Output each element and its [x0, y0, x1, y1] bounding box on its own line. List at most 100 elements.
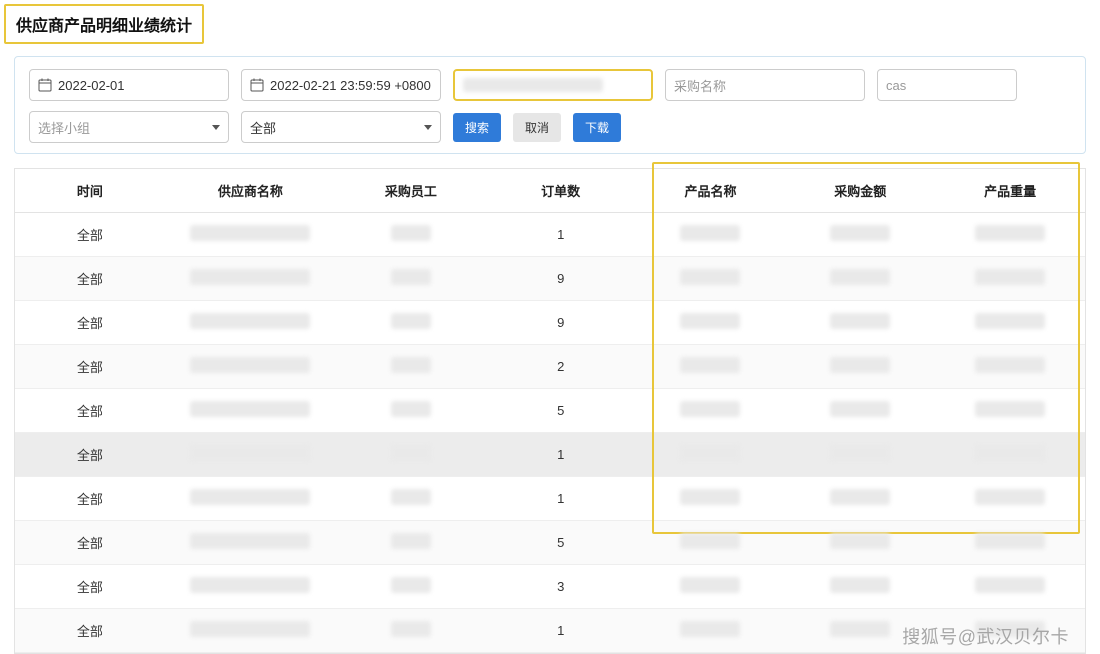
cell-orders: 5 [486, 389, 636, 433]
col-supplier: 供应商名称 [165, 169, 336, 213]
download-button[interactable]: 下载 [573, 113, 621, 142]
col-weight: 产品重量 [935, 169, 1085, 213]
all-label: 全部 [250, 118, 418, 137]
cell-product [636, 257, 786, 301]
page-title: 供应商产品明细业绩统计 [16, 12, 192, 36]
cell-weight [935, 433, 1085, 477]
cell-time: 全部 [15, 345, 165, 389]
cell-product [636, 213, 786, 257]
cell-amount [785, 213, 935, 257]
cell-supplier [165, 433, 336, 477]
cell-amount [785, 301, 935, 345]
table-row[interactable]: 全部 5 [15, 521, 1085, 565]
cas-input[interactable]: cas [877, 69, 1017, 101]
end-date-input[interactable]: 2022-02-21 23:59:59 +0800 [241, 69, 441, 101]
table-row[interactable]: 全部 2 [15, 345, 1085, 389]
cell-product [636, 433, 786, 477]
cell-orders: 1 [486, 213, 636, 257]
purchase-name-input[interactable]: 采购名称 [665, 69, 865, 101]
table-row[interactable]: 全部 1 [15, 477, 1085, 521]
page-title-box: 供应商产品明细业绩统计 [4, 4, 204, 44]
table-row[interactable]: 全部3 [15, 565, 1085, 609]
cell-employee [336, 345, 486, 389]
cell-amount [785, 345, 935, 389]
cell-employee [336, 565, 486, 609]
cell-product [636, 609, 786, 653]
cell-supplier [165, 521, 336, 565]
start-date-input[interactable]: 2022-02-01 [29, 69, 229, 101]
col-product: 产品名称 [636, 169, 786, 213]
cell-supplier [165, 301, 336, 345]
cell-product [636, 345, 786, 389]
col-time: 时间 [15, 169, 165, 213]
chevron-down-icon [212, 125, 220, 130]
cell-orders: 2 [486, 345, 636, 389]
cell-weight [935, 345, 1085, 389]
cell-product [636, 565, 786, 609]
cell-employee [336, 433, 486, 477]
cell-orders: 9 [486, 301, 636, 345]
col-orders: 订单数 [486, 169, 636, 213]
cell-employee [336, 609, 486, 653]
filter-panel: 2022-02-01 2022-02-21 23:59:59 +0800 采购名… [14, 56, 1086, 154]
cell-time: 全部 [15, 301, 165, 345]
start-date-value: 2022-02-01 [58, 78, 220, 93]
cell-amount [785, 477, 935, 521]
cell-orders: 3 [486, 565, 636, 609]
cell-orders: 9 [486, 257, 636, 301]
cell-supplier [165, 213, 336, 257]
cell-amount [785, 389, 935, 433]
cell-time: 全部 [15, 521, 165, 565]
cell-product [636, 389, 786, 433]
cell-amount [785, 257, 935, 301]
supplier-input[interactable] [453, 69, 653, 101]
cell-weight [935, 257, 1085, 301]
cell-orders: 5 [486, 521, 636, 565]
cell-time: 全部 [15, 257, 165, 301]
cell-supplier [165, 477, 336, 521]
cell-product [636, 477, 786, 521]
cell-weight [935, 301, 1085, 345]
cell-weight [935, 609, 1085, 653]
cell-product [636, 521, 786, 565]
cell-orders: 1 [486, 477, 636, 521]
cell-weight [935, 521, 1085, 565]
cell-amount [785, 521, 935, 565]
cell-employee [336, 257, 486, 301]
calendar-icon [38, 78, 52, 92]
cell-amount [785, 609, 935, 653]
cell-time: 全部 [15, 477, 165, 521]
table-row[interactable]: 全部 9 [15, 301, 1085, 345]
cell-employee [336, 521, 486, 565]
col-amount: 采购金额 [785, 169, 935, 213]
cell-amount [785, 565, 935, 609]
table-row[interactable]: 全部 5 [15, 389, 1085, 433]
cell-time: 全部 [15, 213, 165, 257]
table-row[interactable]: 全部 9 [15, 257, 1085, 301]
table-row[interactable]: 全部1 [15, 609, 1085, 653]
cell-weight [935, 389, 1085, 433]
search-button[interactable]: 搜索 [453, 113, 501, 142]
cas-placeholder: cas [886, 78, 1008, 93]
table-row[interactable]: 全部1 [15, 433, 1085, 477]
table-header-row: 时间 供应商名称 采购员工 订单数 产品名称 采购金额 产品重量 [15, 169, 1085, 213]
cell-weight [935, 477, 1085, 521]
cell-time: 全部 [15, 389, 165, 433]
filter-row-1: 2022-02-01 2022-02-21 23:59:59 +0800 采购名… [29, 69, 1071, 101]
cell-orders: 1 [486, 609, 636, 653]
cell-supplier [165, 565, 336, 609]
purchase-name-placeholder: 采购名称 [674, 76, 856, 95]
cancel-button[interactable]: 取消 [513, 113, 561, 142]
group-select[interactable]: 选择小组 [29, 111, 229, 143]
cell-supplier [165, 609, 336, 653]
cell-weight [935, 213, 1085, 257]
results-table: 时间 供应商名称 采购员工 订单数 产品名称 采购金额 产品重量 全部1全部9全… [15, 168, 1085, 653]
all-select[interactable]: 全部 [241, 111, 441, 143]
chevron-down-icon [424, 125, 432, 130]
cell-employee [336, 477, 486, 521]
group-placeholder: 选择小组 [38, 118, 206, 137]
cell-supplier [165, 389, 336, 433]
table-row[interactable]: 全部 1 [15, 213, 1085, 257]
cell-product [636, 301, 786, 345]
cell-employee [336, 301, 486, 345]
